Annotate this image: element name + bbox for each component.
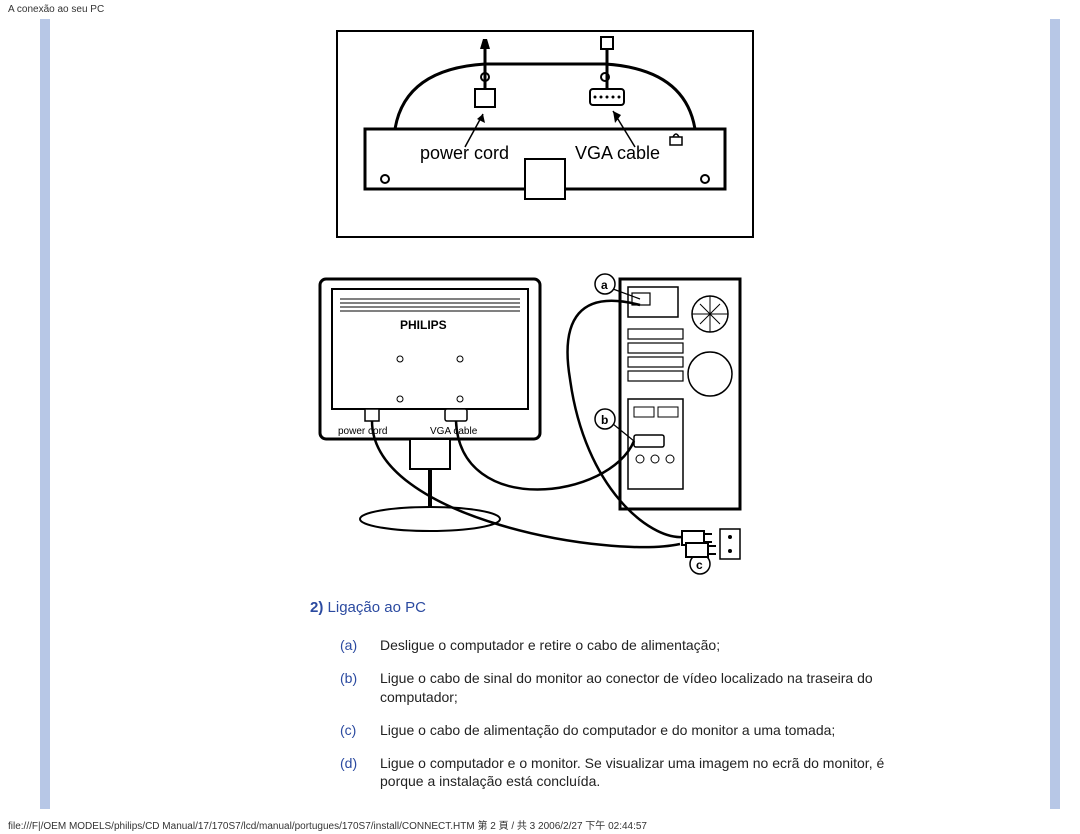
step-text: Desligue o computador e retire o cabo de… xyxy=(380,636,720,655)
callout-b: b xyxy=(601,413,608,427)
step-marker: (c) xyxy=(340,721,366,740)
content-area: power cord VGA cable PHILIPS xyxy=(60,19,1030,809)
label-vga-cable: VGA cable xyxy=(575,143,660,163)
label-power-cord-2: power cord xyxy=(338,426,387,437)
label-vga-cable-2: VGA cable xyxy=(430,426,478,437)
step-list: (a) Desligue o computador e retire o cab… xyxy=(340,636,900,791)
step-marker: (d) xyxy=(340,754,366,792)
step-item: (b) Ligue o cabo de sinal do monitor ao … xyxy=(340,669,900,707)
step-item: (a) Desligue o computador e retire o cab… xyxy=(340,636,900,655)
callout-c: c xyxy=(696,558,703,572)
brand-label: PHILIPS xyxy=(400,318,447,332)
label-power-cord: power cord xyxy=(420,143,509,163)
page-body: power cord VGA cable PHILIPS xyxy=(0,19,1080,809)
figure-monitor-back-closeup: power cord VGA cable xyxy=(80,29,1010,239)
step-text: Ligue o computador e o monitor. Se visua… xyxy=(380,754,900,792)
figure-monitor-pc-connection: PHILIPS power cord VGA cable xyxy=(80,259,1010,579)
callout-a: a xyxy=(601,278,608,292)
section-title-text: Ligação ao PC xyxy=(328,599,426,616)
section-number: 2) xyxy=(310,599,323,616)
right-accent-bar xyxy=(1050,19,1060,809)
step-item: (c) Ligue o cabo de alimentação do compu… xyxy=(340,721,900,740)
step-text: Ligue o cabo de sinal do monitor ao cone… xyxy=(380,669,900,707)
monitor-back-svg: power cord VGA cable xyxy=(335,29,755,239)
page-footer: file:///F|/OEM MODELS/philips/CD Manual/… xyxy=(0,815,1080,834)
page-header: A conexão ao seu PC xyxy=(0,0,1080,19)
connection-svg: PHILIPS power cord VGA cable xyxy=(310,259,780,579)
left-accent-bar xyxy=(40,19,50,809)
step-text: Ligue o cabo de alimentação do computado… xyxy=(380,721,835,740)
step-marker: (b) xyxy=(340,669,366,707)
step-marker: (a) xyxy=(340,636,366,655)
step-item: (d) Ligue o computador e o monitor. Se v… xyxy=(340,754,900,792)
section-title: 2) Ligação ao PC xyxy=(310,599,1010,616)
